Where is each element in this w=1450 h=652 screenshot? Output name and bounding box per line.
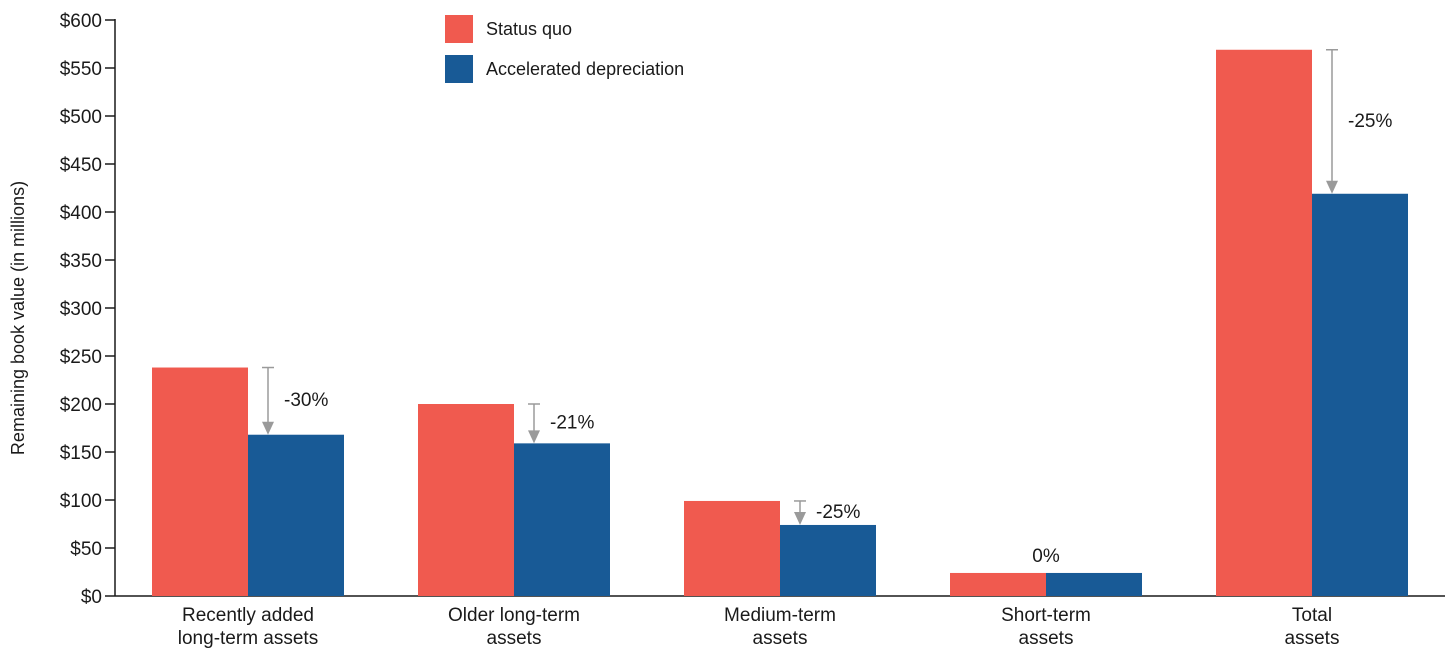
percent-change-label: 0% <box>1032 546 1060 567</box>
bars <box>152 49 1408 596</box>
change-arrow-head <box>528 430 540 444</box>
bar-status-quo <box>418 404 514 596</box>
y-tick-label: $250 <box>60 347 102 368</box>
y-tick-label: $200 <box>60 395 102 416</box>
legend-swatch <box>445 55 473 83</box>
y-tick-label: $450 <box>60 155 102 176</box>
percent-change-label: -25% <box>816 502 860 523</box>
legend-swatch <box>445 15 473 43</box>
x-category-label: Short-term assets <box>1001 605 1091 649</box>
bar-status-quo <box>684 500 780 596</box>
bar-status-quo <box>950 572 1046 596</box>
bar-status-quo <box>1216 49 1312 596</box>
y-tick-label: $500 <box>60 107 102 128</box>
y-tick-label: $0 <box>81 587 102 608</box>
x-category-label: Older long-term assets <box>448 605 580 649</box>
y-tick-label: $150 <box>60 443 102 464</box>
legend-label: Accelerated depreciation <box>486 59 684 79</box>
legend-label: Status quo <box>486 19 572 39</box>
annotations: -30% -21% -25% 0% -25% <box>262 49 1392 567</box>
y-axis-title: Remaining book value (in millions) <box>8 181 28 455</box>
bar-accelerated-depreciation <box>1312 193 1408 596</box>
y-tick-label: $50 <box>70 539 102 560</box>
x-category-label: Medium-term assets <box>724 605 836 649</box>
y-tick-label: $600 <box>60 11 102 32</box>
percent-change-label: -30% <box>284 390 328 411</box>
bar-accelerated-depreciation <box>780 524 876 596</box>
y-tick-label: $350 <box>60 251 102 272</box>
x-category-label: Total assets <box>1285 605 1340 649</box>
y-tick-label: $100 <box>60 491 102 512</box>
bar-status-quo <box>152 367 248 596</box>
y-tick-label: $300 <box>60 299 102 320</box>
percent-change-label: -25% <box>1348 111 1392 132</box>
y-tick-label: $550 <box>60 59 102 80</box>
bar-accelerated-depreciation <box>514 443 610 596</box>
bar-accelerated-depreciation <box>1046 572 1142 596</box>
x-category-label: Recently added long-term assets <box>178 605 318 649</box>
change-arrow-head <box>794 511 806 525</box>
y-tick-label: $400 <box>60 203 102 224</box>
change-arrow-head <box>1326 180 1338 194</box>
legend: Status quo Accelerated depreciation <box>445 15 684 83</box>
change-arrow-head <box>262 421 274 435</box>
axes: $0 $50 $100 $150 $200 $250 $300 $350 $400 $450 $50… <box>60 11 1445 649</box>
percent-change-label: -21% <box>550 413 594 434</box>
bar-accelerated-depreciation <box>248 434 344 596</box>
